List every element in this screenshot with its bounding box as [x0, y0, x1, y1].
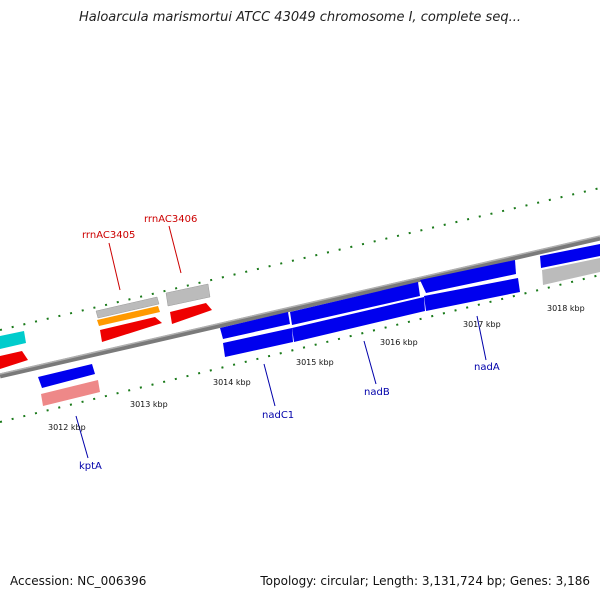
tick-label: 3016 kbp: [380, 338, 418, 347]
gene-blue-c: [420, 260, 516, 293]
gene-red-left: [0, 351, 28, 369]
gene-red-3405: [100, 317, 162, 342]
inner-dotted-track: [0, 274, 600, 423]
tick-label: 3017 kbp: [463, 320, 501, 329]
gene-cyan: [0, 331, 26, 349]
gene-blue-b: [290, 282, 420, 325]
gene-blue-a: [220, 312, 290, 339]
tick-label: 3014 kbp: [213, 378, 251, 387]
backbone: [0, 235, 600, 379]
gene-grey-3406: [165, 283, 211, 307]
accession-text: Accession: NC_006396: [10, 574, 147, 588]
gene-blue-nadC1: [223, 328, 293, 357]
genome-summary-text: Topology: circular; Length: 3,131,724 bp…: [260, 574, 590, 588]
gene-label-rrnAC3406[interactable]: rrnAC3406: [144, 214, 197, 225]
gene-grey-right: [542, 258, 600, 285]
map-title: Haloarcula marismortui ATCC 43049 chromo…: [79, 10, 521, 25]
tick-label: 3012 kbp: [48, 423, 86, 432]
gene-label-nadC1[interactable]: nadC1: [262, 410, 294, 421]
tick-label: 3015 kbp: [296, 358, 334, 367]
gene-grey-3405: [95, 296, 160, 319]
gene-blue-kptA: [38, 364, 95, 388]
gene-orange-3405: [97, 306, 160, 326]
gene-blue-nadB: [292, 297, 425, 342]
gene-pink-kptA: [41, 380, 100, 406]
gene-label-nadA[interactable]: nadA: [474, 362, 500, 373]
gene-blue-d: [540, 244, 600, 268]
gene-label-nadB[interactable]: nadB: [364, 387, 390, 398]
gene-blue-nadA: [424, 278, 520, 311]
gene-label-rrnAC3405[interactable]: rrnAC3405: [82, 230, 135, 241]
tick-label: 3018 kbp: [547, 304, 585, 313]
gene-red-3406: [170, 303, 212, 324]
tick-label: 3013 kbp: [130, 400, 168, 409]
gene-label-kptA[interactable]: kptA: [79, 461, 102, 472]
